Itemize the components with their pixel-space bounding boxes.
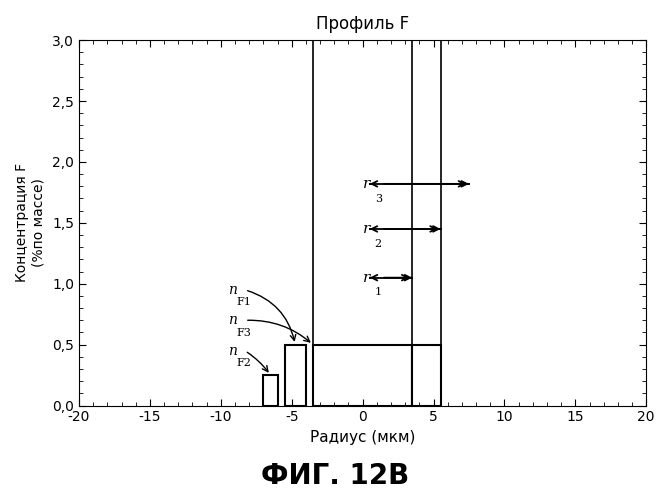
Text: F2: F2 — [237, 358, 251, 368]
Bar — [263, 375, 277, 406]
Text: ФИГ. 12В: ФИГ. 12В — [261, 462, 409, 490]
Text: r: r — [362, 270, 370, 284]
Text: r: r — [362, 222, 370, 236]
Text: F3: F3 — [237, 328, 251, 338]
Text: 3: 3 — [375, 194, 382, 203]
Text: 1: 1 — [375, 288, 382, 298]
Bar — [313, 344, 412, 406]
Y-axis label: Концентрация F
(%по массе): Концентрация F (%по массе) — [15, 164, 45, 282]
Text: F1: F1 — [237, 297, 251, 307]
Bar — [412, 344, 441, 406]
Text: n: n — [228, 314, 237, 328]
Text: r: r — [362, 177, 370, 191]
X-axis label: Радиус (мкм): Радиус (мкм) — [310, 430, 415, 445]
Text: 2: 2 — [375, 238, 382, 248]
Bar — [285, 344, 306, 406]
Text: n: n — [228, 344, 237, 358]
Title: Профиль F: Профиль F — [316, 15, 409, 33]
Text: n: n — [228, 283, 237, 297]
